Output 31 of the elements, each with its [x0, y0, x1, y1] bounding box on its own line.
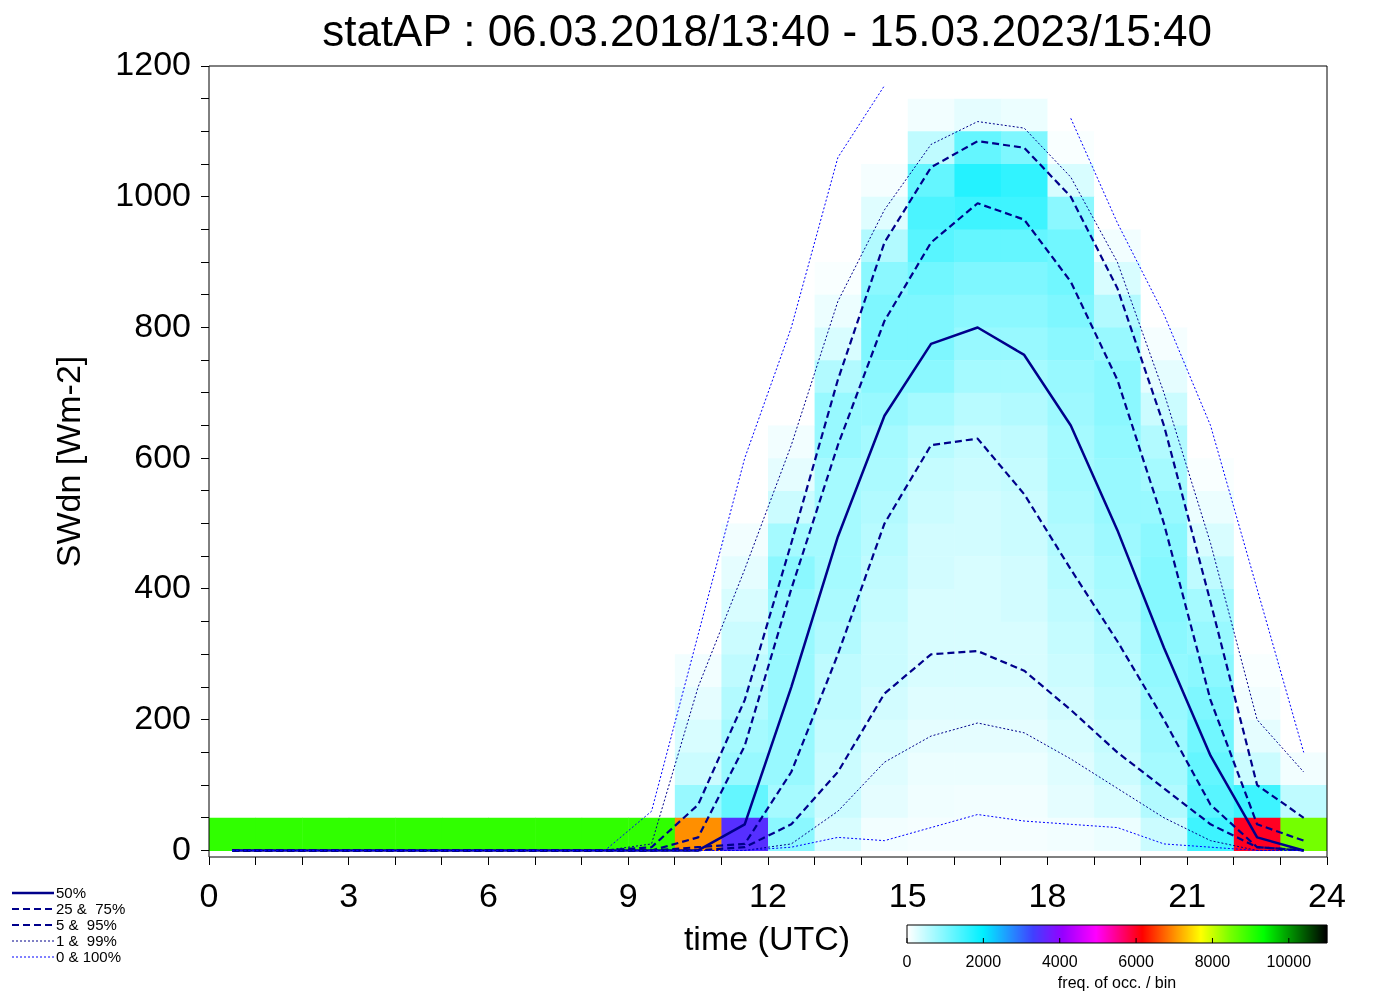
x-tick-label: 9 [618, 875, 638, 914]
color-bar-label: 4000 [1041, 953, 1078, 970]
y-tick-label: 600 [134, 436, 191, 475]
x-tick-label: 15 [888, 875, 927, 914]
chart-title: statAP : 06.03.2018/13:40 - 15.03.2023/15:40 [322, 6, 1212, 55]
color-bar-title: freq. of occ. / bin [1057, 974, 1177, 991]
legend-label: 0 & 100% [56, 948, 122, 965]
y-axis-title: SWdn [Wm-2] [49, 355, 87, 568]
color-bar-label: 0 [902, 953, 912, 970]
color-bar-label: 6000 [1118, 953, 1154, 970]
color-bar-label: 8000 [1194, 953, 1231, 970]
legend-label: 5 & 95% [56, 916, 117, 933]
legend-label: 25 & 75% [56, 900, 126, 917]
y-tick-label: 1200 [115, 44, 191, 83]
x-tick-label: 3 [339, 875, 359, 914]
x-tick-label: 0 [199, 875, 219, 914]
y-tick-label: 400 [134, 567, 191, 606]
x-tick-label: 6 [479, 875, 498, 914]
x-tick-label: 12 [749, 875, 787, 914]
y-tick-label: 0 [172, 828, 191, 867]
x-tick-label: 18 [1028, 875, 1067, 914]
color-bar-label: 2000 [965, 953, 1002, 970]
y-tick-label: 1000 [115, 175, 191, 214]
color-bar-label: 10000 [1266, 953, 1312, 970]
x-tick-label: 24 [1308, 875, 1346, 914]
legend-label: 1 & 99% [56, 932, 117, 949]
y-tick-label: 200 [134, 698, 191, 737]
y-tick-label: 800 [134, 305, 191, 344]
x-axis-title: time (UTC) [683, 919, 851, 957]
legend-label: 50% [56, 884, 87, 901]
x-tick-label: 21 [1168, 875, 1207, 914]
